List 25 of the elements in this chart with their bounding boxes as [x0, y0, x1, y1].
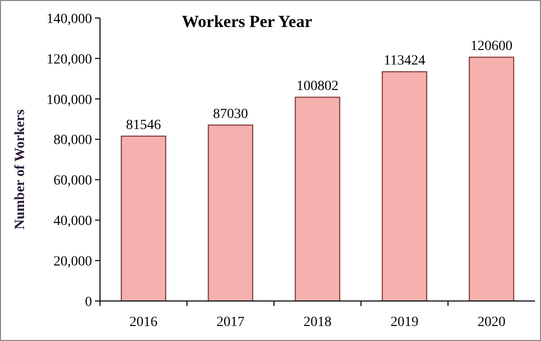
bar [208, 124, 254, 302]
y-tick-label: 20,000 [54, 254, 92, 270]
data-label: 81546 [126, 118, 161, 134]
x-tick-label: 2020 [478, 315, 506, 330]
data-label: 120600 [470, 39, 512, 54]
x-tick-label: 2018 [304, 315, 332, 330]
bar [120, 136, 166, 302]
chart-title: Workers Per Year [182, 12, 313, 31]
y-axis-title: Number of Workers [13, 108, 28, 230]
x-tick-label: 2016 [130, 315, 158, 330]
y-tick-label: 40,000 [54, 214, 92, 230]
bar [468, 56, 514, 302]
y-tick-label: 60,000 [54, 174, 92, 189]
y-tick-label: 140,000 [46, 12, 92, 27]
data-label: 100802 [296, 79, 338, 94]
y-tick-label: 80,000 [54, 133, 92, 148]
y-tick-label: 0 [85, 294, 92, 310]
y-tick-label: 120,000 [46, 52, 92, 68]
bar [294, 96, 340, 302]
x-tick-label: 2019 [390, 315, 418, 330]
y-tick-label: 100,000 [46, 92, 92, 108]
data-label: 87030 [213, 107, 248, 122]
x-tick-label: 2017 [216, 315, 244, 330]
bar [382, 71, 428, 302]
data-label: 113424 [384, 54, 426, 69]
